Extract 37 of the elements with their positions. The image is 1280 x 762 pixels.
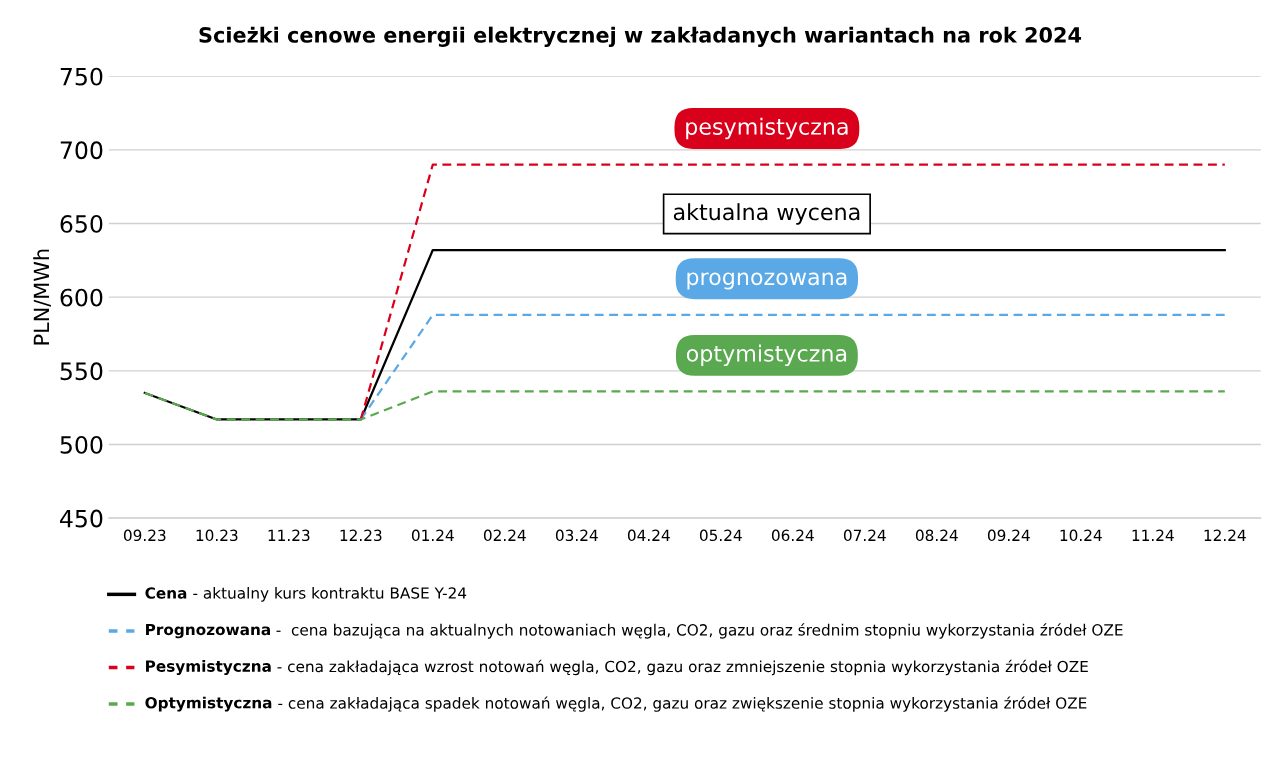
y-tick-label: 650 [60, 214, 103, 233]
legend-label: Pesymistyczna [146, 660, 271, 675]
legend-label: Cena [145, 587, 187, 599]
x-tick-label: 12.24 [1204, 529, 1246, 541]
y-tick-label: 600 [60, 288, 103, 307]
x-tick-label: 05.24 [699, 529, 742, 542]
x-tick-label: 11.24 [1132, 529, 1174, 541]
annotation: pesymistyczna [686, 117, 848, 140]
x-tick-label: 02.24 [483, 529, 526, 542]
y-tick-label: 750 [60, 67, 103, 86]
text: - aktualny kurs kontraktu BASE Y-24 [193, 586, 467, 602]
x-tick-label: 04.24 [627, 529, 670, 542]
y-tick-label: 550 [60, 362, 103, 381]
annotation: aktualna wycena [673, 203, 860, 225]
x-tick-label: 09.24 [987, 529, 1030, 542]
legend-label: Prognozowana [146, 623, 270, 639]
text: - cena bazująca na aktualnych notowaniach węgla, CO2, gazu oraz średnim stopniu wykorzystania źródeł OZE [276, 623, 1123, 639]
x-tick-label: 03.24 [555, 529, 598, 542]
text: - cena zakładająca spadek notowań węgla, CO2, gazu oraz zwiększenie stopnia wykorzystania źródeł OZE [278, 696, 1087, 712]
x-tick-label: 08.24 [915, 529, 958, 542]
y-tick-label: 450 [60, 509, 103, 528]
y-axis-title: PLN/MWh [33, 249, 51, 345]
x-tick-label: 10.23 [196, 529, 238, 542]
legend-label: Optymistyczna [145, 696, 272, 712]
x-tick-label: 06.24 [771, 529, 814, 542]
y-tick-label: 500 [60, 435, 103, 454]
x-tick-label: 09.23 [123, 529, 166, 542]
x-tick-label: 01.24 [411, 529, 454, 542]
annotation: prognozowana [687, 272, 847, 290]
y-tick-label: 700 [60, 141, 103, 160]
x-tick-label: 10.24 [1060, 529, 1102, 542]
text: - cena zakładająca wzrost notowań węgla, CO2, gazu oraz zmniejszenie stopnia wykorzystania źródeł OZE [277, 659, 1088, 676]
annotation: optymistyczna [686, 344, 847, 367]
x-tick-label: 12.23 [340, 529, 382, 542]
x-tick-label: 11.23 [268, 529, 310, 542]
x-tick-label: 07.24 [843, 529, 886, 542]
chart-title: Scieżki cenowe energii elektrycznej w zakładanych wariantach na rok 2024 [199, 26, 1082, 47]
